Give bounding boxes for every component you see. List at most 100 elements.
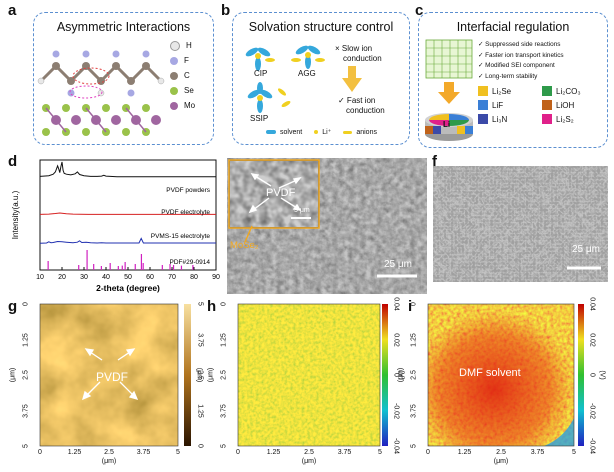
x-tick-label: 1.25 xyxy=(266,449,281,456)
slow-conduction-text: × Slow ion conduction xyxy=(335,44,382,64)
series-line xyxy=(39,212,216,215)
y-tick-label: 5 xyxy=(410,444,418,448)
mose2-layer-icon xyxy=(42,104,161,136)
dmf-solvent-label: DMF solvent xyxy=(459,367,521,379)
inset-scale-label: 5 μm xyxy=(294,207,310,214)
y-tick-label: 1.25 xyxy=(410,332,418,347)
li2se-swatch-icon xyxy=(478,86,488,96)
x-tick-label: 90 xyxy=(212,274,220,281)
legend-label: LiOH xyxy=(556,100,575,110)
c-atom-icon xyxy=(170,71,178,80)
y-tick-label: 3.75 xyxy=(410,403,418,418)
lif-swatch-icon xyxy=(478,100,488,110)
colorbar xyxy=(578,304,584,446)
panel-f-label: f xyxy=(432,153,437,170)
series-label: PVDF powders xyxy=(166,187,210,194)
sem-image-f xyxy=(433,166,608,282)
panel-c-checklist: ✓ Suppressed side reactions ✓ Faster ion… xyxy=(478,40,564,82)
x-tick-label: 50 xyxy=(124,274,132,281)
legend-item: Li₃N xyxy=(478,114,542,124)
panel-a-title: Asymmetric Interactions xyxy=(56,20,191,34)
x-tick-label: 30 xyxy=(80,274,88,281)
x-tick-label: 3.75 xyxy=(136,449,151,456)
panel-c-legend: Li₂Se Li₂CO₃ LiF LiOH Li₃N Li₂S₂ xyxy=(478,86,606,124)
solvent-icon xyxy=(266,130,276,134)
fast-line-2: conduction xyxy=(346,106,385,115)
y-tick-label: 5 xyxy=(22,444,30,448)
panel-a-box xyxy=(33,12,214,145)
y-tick-label: 3.75 xyxy=(22,403,30,418)
x-axis-unit: (μm) xyxy=(301,458,317,465)
panel-h-label: h xyxy=(207,298,217,315)
se-atom-icon xyxy=(170,86,178,95)
x-tick-label: 3.75 xyxy=(337,449,352,456)
series-label: PDF#29-0914 xyxy=(170,259,211,266)
colorbar-tick-label: 0.04 xyxy=(588,297,596,311)
interface-illustration xyxy=(425,39,473,141)
y-tick-label: 1.25 xyxy=(22,332,30,347)
panel-i-label: i xyxy=(408,298,413,315)
legend-label: Li₂Se xyxy=(492,86,512,96)
y-tick-label: 0 xyxy=(410,302,418,306)
mose2-mesh-icon xyxy=(425,39,473,79)
x-tick-label: 2.5 xyxy=(104,449,114,456)
x-tick-label: 5 xyxy=(572,449,576,456)
colorbar-tick-label: -0.02 xyxy=(392,402,400,419)
legend-item: H xyxy=(170,38,195,53)
inset-pvdf-label: PVDF xyxy=(266,187,296,199)
x-tick-label: 70 xyxy=(168,274,176,281)
legend-label: F xyxy=(184,56,189,65)
arrow-down-icon xyxy=(438,82,460,104)
y-tick-label: 2.5 xyxy=(220,370,228,380)
y-tick-label: 0 xyxy=(22,302,30,306)
check-item: ✓ Long-term stability xyxy=(478,72,538,80)
colorbar-tick-label: 0 xyxy=(588,373,596,377)
panel-c-box xyxy=(418,12,608,148)
colorbar-tick-label: 0.02 xyxy=(588,332,596,347)
legend-item: Li₂Se xyxy=(478,86,542,96)
colorbar-tick-label: -0.02 xyxy=(588,402,596,419)
scale-label-e: 25 μm xyxy=(384,259,412,270)
panel-a-label: a xyxy=(8,2,17,19)
panel-a-legend: H F C Se Mo xyxy=(170,38,195,113)
li-ion-icon xyxy=(314,130,319,134)
solvation-structures xyxy=(245,45,325,113)
colorbar-tick-label: 0.04 xyxy=(392,297,400,311)
afm-arrows-icon xyxy=(81,348,139,401)
series-line xyxy=(39,237,216,244)
panel-b-title: Solvation structure control xyxy=(248,20,394,34)
y-axis-unit: (μm) xyxy=(397,367,405,383)
colorbar-tick-label: 0.02 xyxy=(392,332,400,347)
mose2-label: MoSe₂ xyxy=(230,240,259,251)
y-axis-unit: (μm) xyxy=(207,367,215,383)
legend-item: LiF xyxy=(478,100,542,110)
x-tick-label: 0 xyxy=(38,449,42,456)
x-tick-label: 1.25 xyxy=(457,449,472,456)
agg-cluster-icon xyxy=(291,45,325,69)
y-tick-label: 1.25 xyxy=(220,332,228,347)
legend-label: LiF xyxy=(492,100,504,110)
solvent-legend-label: solvent xyxy=(280,128,303,136)
li2s2-swatch-icon xyxy=(542,114,552,124)
panel-g-label: g xyxy=(8,298,18,315)
x-tick-label: 5 xyxy=(378,449,382,456)
legend-item: Mo xyxy=(170,98,195,113)
y-tick-label: 2.5 xyxy=(22,370,30,380)
scale-label-f: 25 μm xyxy=(572,244,600,255)
check-item: ✓ Modified SEI component xyxy=(478,62,555,69)
cip-label: CIP xyxy=(254,69,268,78)
slow-line-2: conduction xyxy=(343,54,382,63)
legend-item: Se xyxy=(170,83,195,98)
fast-conduction-text: ✓ Fast ion conduction xyxy=(338,96,385,116)
check-item: ✓ Faster ion transport kinetics xyxy=(478,51,564,59)
x-tick-label: 2.5 xyxy=(496,449,506,456)
y-axis-unit: (μm) xyxy=(9,367,17,383)
panel-b-box xyxy=(232,12,410,145)
molecule-illustration xyxy=(37,50,165,136)
li-anode-icon xyxy=(425,113,473,141)
li-legend-label: Li⁺ xyxy=(322,129,332,136)
colorbar xyxy=(184,304,191,446)
legend-item: Li₂CO₃ xyxy=(542,86,606,96)
x-tick-label: 1.25 xyxy=(67,449,82,456)
f-atom-icon xyxy=(170,56,178,65)
